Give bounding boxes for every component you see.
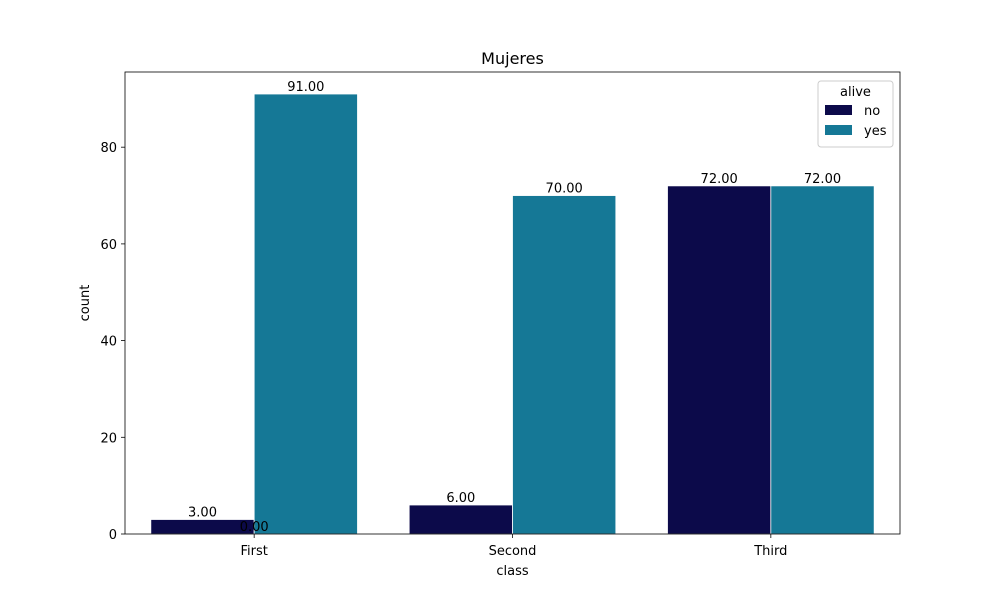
- data-label: 70.00: [546, 182, 583, 197]
- bar-no-first: [150, 519, 255, 535]
- bar-yes-third: [770, 185, 875, 535]
- bar-yes-second: [512, 195, 617, 535]
- x-tick-label: First: [240, 544, 267, 559]
- y-axis: 0 20 40 60 80: [100, 141, 125, 543]
- legend-swatch-yes: [825, 125, 852, 135]
- x-tick-label: Second: [489, 544, 537, 559]
- legend-label-yes: yes: [864, 124, 887, 139]
- x-axis: First Second Third: [240, 534, 787, 559]
- data-label-extra: 0.00: [240, 520, 269, 535]
- bar-no-third: [667, 185, 772, 535]
- data-label: 91.00: [287, 80, 324, 95]
- y-tick-label: 80: [100, 141, 117, 156]
- x-tick-label: Third: [753, 544, 787, 559]
- legend-title: alive: [840, 85, 871, 100]
- data-label: 3.00: [188, 505, 217, 520]
- legend-swatch-no: [825, 105, 852, 115]
- y-tick-label: 60: [100, 238, 117, 253]
- bar-no-second: [408, 504, 513, 535]
- bars-layer: [150, 93, 875, 535]
- y-tick-label: 20: [100, 431, 117, 446]
- y-axis-label: count: [78, 285, 93, 322]
- x-axis-label: class: [496, 564, 528, 579]
- data-label: 72.00: [804, 172, 841, 187]
- data-label: 6.00: [446, 491, 475, 506]
- bar-yes-first: [253, 93, 358, 535]
- y-tick-label: 0: [109, 528, 117, 543]
- y-tick-label: 40: [100, 335, 117, 350]
- legend: alive no yes: [817, 80, 894, 148]
- data-label: 72.00: [701, 172, 738, 187]
- data-labels-layer: 3.00 6.00 72.00 91.00 70.00 72.00 0.00: [188, 80, 841, 535]
- legend-label-no: no: [864, 104, 880, 119]
- chart-title: Mujeres: [481, 49, 544, 68]
